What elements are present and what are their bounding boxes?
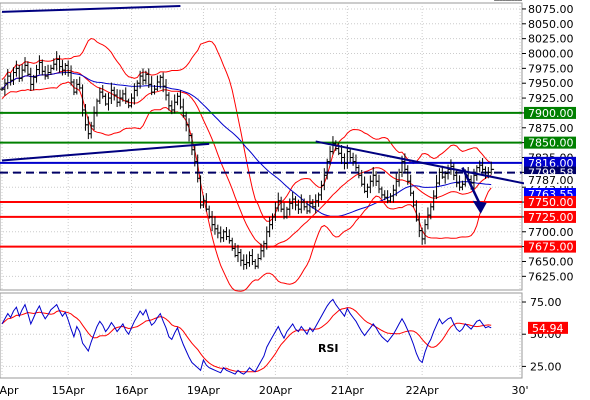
level-label-box: [524, 106, 576, 119]
rsi-frame: [0, 292, 523, 379]
level-label: 7900.00: [528, 107, 574, 120]
trendline: [1, 4, 181, 13]
rsi-line: [1, 298, 492, 375]
bollinger-upper: [1, 37, 492, 222]
time-axis: 14Apr 15Apr 16Apr 19Apr 20Apr 21Apr 22Apr 30': [0, 384, 529, 397]
level-label: 7725.00: [528, 211, 574, 224]
price-tick-label: 8050.00: [528, 18, 574, 31]
trendline: [1, 142, 210, 162]
horizontal-levels: [0, 111, 522, 248]
level-labels: 7900.007850.007816.007799.587787.007763.…: [524, 106, 576, 254]
bollinger-lower: [1, 81, 492, 292]
time-tick-label: 15Apr: [52, 384, 86, 397]
level-label: 7816.00: [528, 157, 574, 170]
rsi-current-box: [528, 321, 568, 334]
time-tick-label: 16Apr: [115, 384, 149, 397]
time-tick-label: 22Apr: [406, 384, 440, 397]
price-tick-label: 8000.00: [528, 48, 574, 61]
level-label-box: [524, 174, 576, 187]
level-label: 7675.00: [528, 241, 574, 254]
price-tick-label: 8025.00: [528, 33, 574, 46]
trendlines: [1, 4, 535, 187]
time-tick-label: 19Apr: [187, 384, 221, 397]
forecast-arrow-shaft: [461, 167, 481, 205]
level-label-box: [524, 196, 576, 209]
time-tick-label: 30': [511, 384, 528, 397]
moving-averages: [1, 69, 492, 248]
forecast-arrow: [461, 167, 487, 214]
rsi-grid: [0, 292, 523, 379]
bollinger-bands: [1, 37, 492, 292]
time-tick-label: 20Apr: [259, 384, 293, 397]
price-tick-label: 7975.00: [528, 62, 574, 75]
rsi-signal-line: [1, 307, 492, 373]
level-label-box: [524, 210, 576, 223]
rsi-tick-label: 75.00: [530, 296, 562, 309]
price-tick-label: 7625.00: [528, 270, 574, 283]
moving-average-slow: [1, 71, 492, 217]
rsi-lines: [1, 298, 492, 375]
price-tick-label: 8075.00: [528, 3, 574, 16]
rsi-current-label: 54.94: [532, 322, 564, 335]
price-bars: [0, 0, 522, 270]
price-tick-label: 7700.00: [528, 226, 574, 239]
rsi-annotation: RSI: [318, 342, 339, 355]
level-label-box: [524, 136, 576, 149]
level-label: 7850.00: [528, 137, 574, 150]
trendline: [315, 140, 535, 187]
level-label: 7750.00: [528, 196, 574, 209]
time-tick-label: 14Apr: [0, 384, 19, 397]
price-tick-label: 7950.00: [528, 77, 574, 90]
level-label: 7787.00: [528, 174, 574, 187]
rsi-tick-label: 25.00: [530, 360, 562, 373]
level-label-box: [524, 156, 576, 169]
forecast-arrow-head: [472, 200, 487, 214]
time-tick-label: 21Apr: [331, 384, 365, 397]
price-frame: [0, 2, 523, 291]
level-label-box: [524, 240, 576, 253]
price-tick-label: 7650.00: [528, 255, 574, 268]
price-tick-label: 7875.00: [528, 122, 574, 135]
price-tick-label: 7925.00: [528, 92, 574, 105]
